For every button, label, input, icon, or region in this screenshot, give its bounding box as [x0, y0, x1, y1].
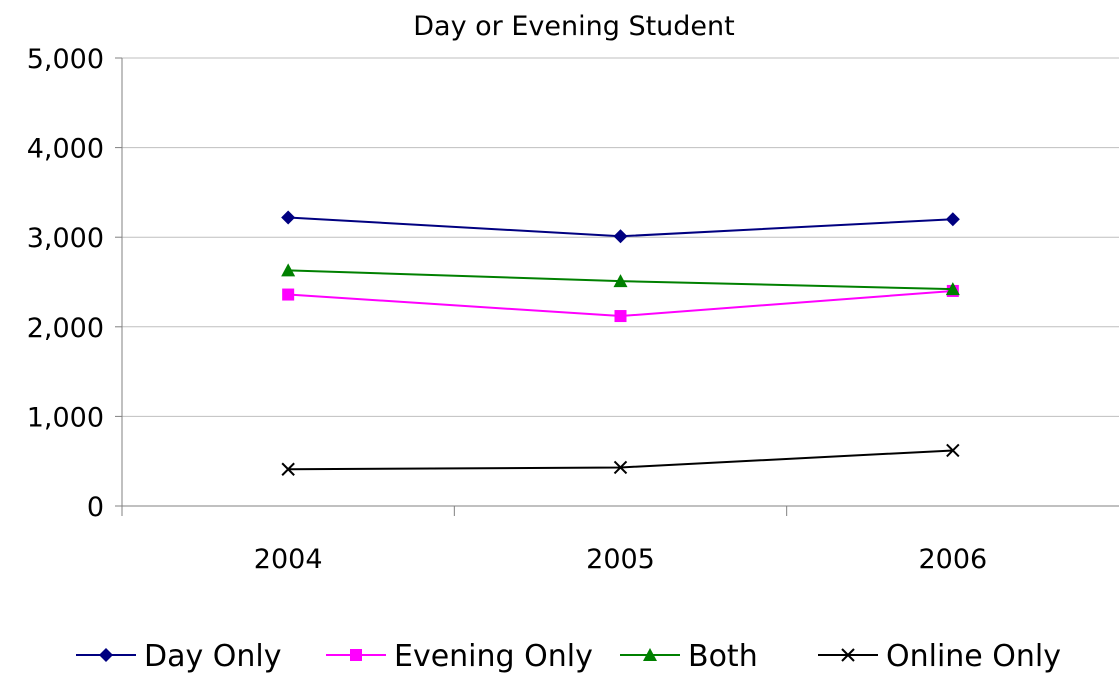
- axes: [121, 58, 1119, 507]
- legend-marker: [350, 649, 362, 661]
- x-tick-label: 2006: [918, 544, 987, 575]
- x-tick-label: 2004: [254, 544, 323, 575]
- series-evening-only: [282, 284, 959, 323]
- chart-title: Day or Evening Student: [413, 11, 734, 42]
- data-point: [946, 443, 960, 458]
- data-point: [281, 462, 295, 476]
- data-point: [613, 274, 628, 288]
- series-group: [281, 210, 960, 476]
- y-axis-ticks: 0 1,000 2,000 3,000 4,000 5,000: [27, 44, 122, 523]
- legend-label: Day Only: [144, 639, 282, 673]
- legend-item: Both: [620, 639, 758, 673]
- data-point: [945, 282, 960, 296]
- data-point: [282, 288, 295, 301]
- legend-item: Day Only: [76, 639, 282, 673]
- y-tick-label: 4,000: [27, 134, 104, 165]
- y-tick-label: 3,000: [27, 223, 104, 254]
- legend-item: Online Only: [818, 639, 1061, 673]
- legend-marker: [841, 648, 855, 662]
- legend: Day Only Evening Only Both Online Only: [76, 639, 1061, 673]
- x-tick-label: 2005: [586, 544, 655, 575]
- legend-marker: [99, 648, 113, 662]
- legend-item: Evening Only: [326, 639, 593, 673]
- y-tick-label: 0: [87, 492, 104, 523]
- legend-label: Online Only: [886, 639, 1061, 673]
- y-tick-label: 1,000: [27, 402, 104, 433]
- data-point: [281, 210, 296, 225]
- data-point: [945, 212, 960, 227]
- y-tick-label: 5,000: [27, 44, 104, 75]
- x-axis-ticks: 2004 2005 2006: [121, 506, 987, 575]
- legend-label: Evening Only: [394, 639, 593, 673]
- data-point: [613, 229, 628, 244]
- legend-label: Both: [688, 639, 758, 673]
- series-day-only: [281, 210, 960, 244]
- data-point: [614, 310, 627, 323]
- data-point: [281, 263, 296, 277]
- series-both: [281, 263, 960, 296]
- data-point: [613, 460, 628, 475]
- y-tick-label: 2,000: [27, 313, 104, 344]
- series-online-only: [281, 443, 960, 476]
- legend-marker: [643, 648, 657, 661]
